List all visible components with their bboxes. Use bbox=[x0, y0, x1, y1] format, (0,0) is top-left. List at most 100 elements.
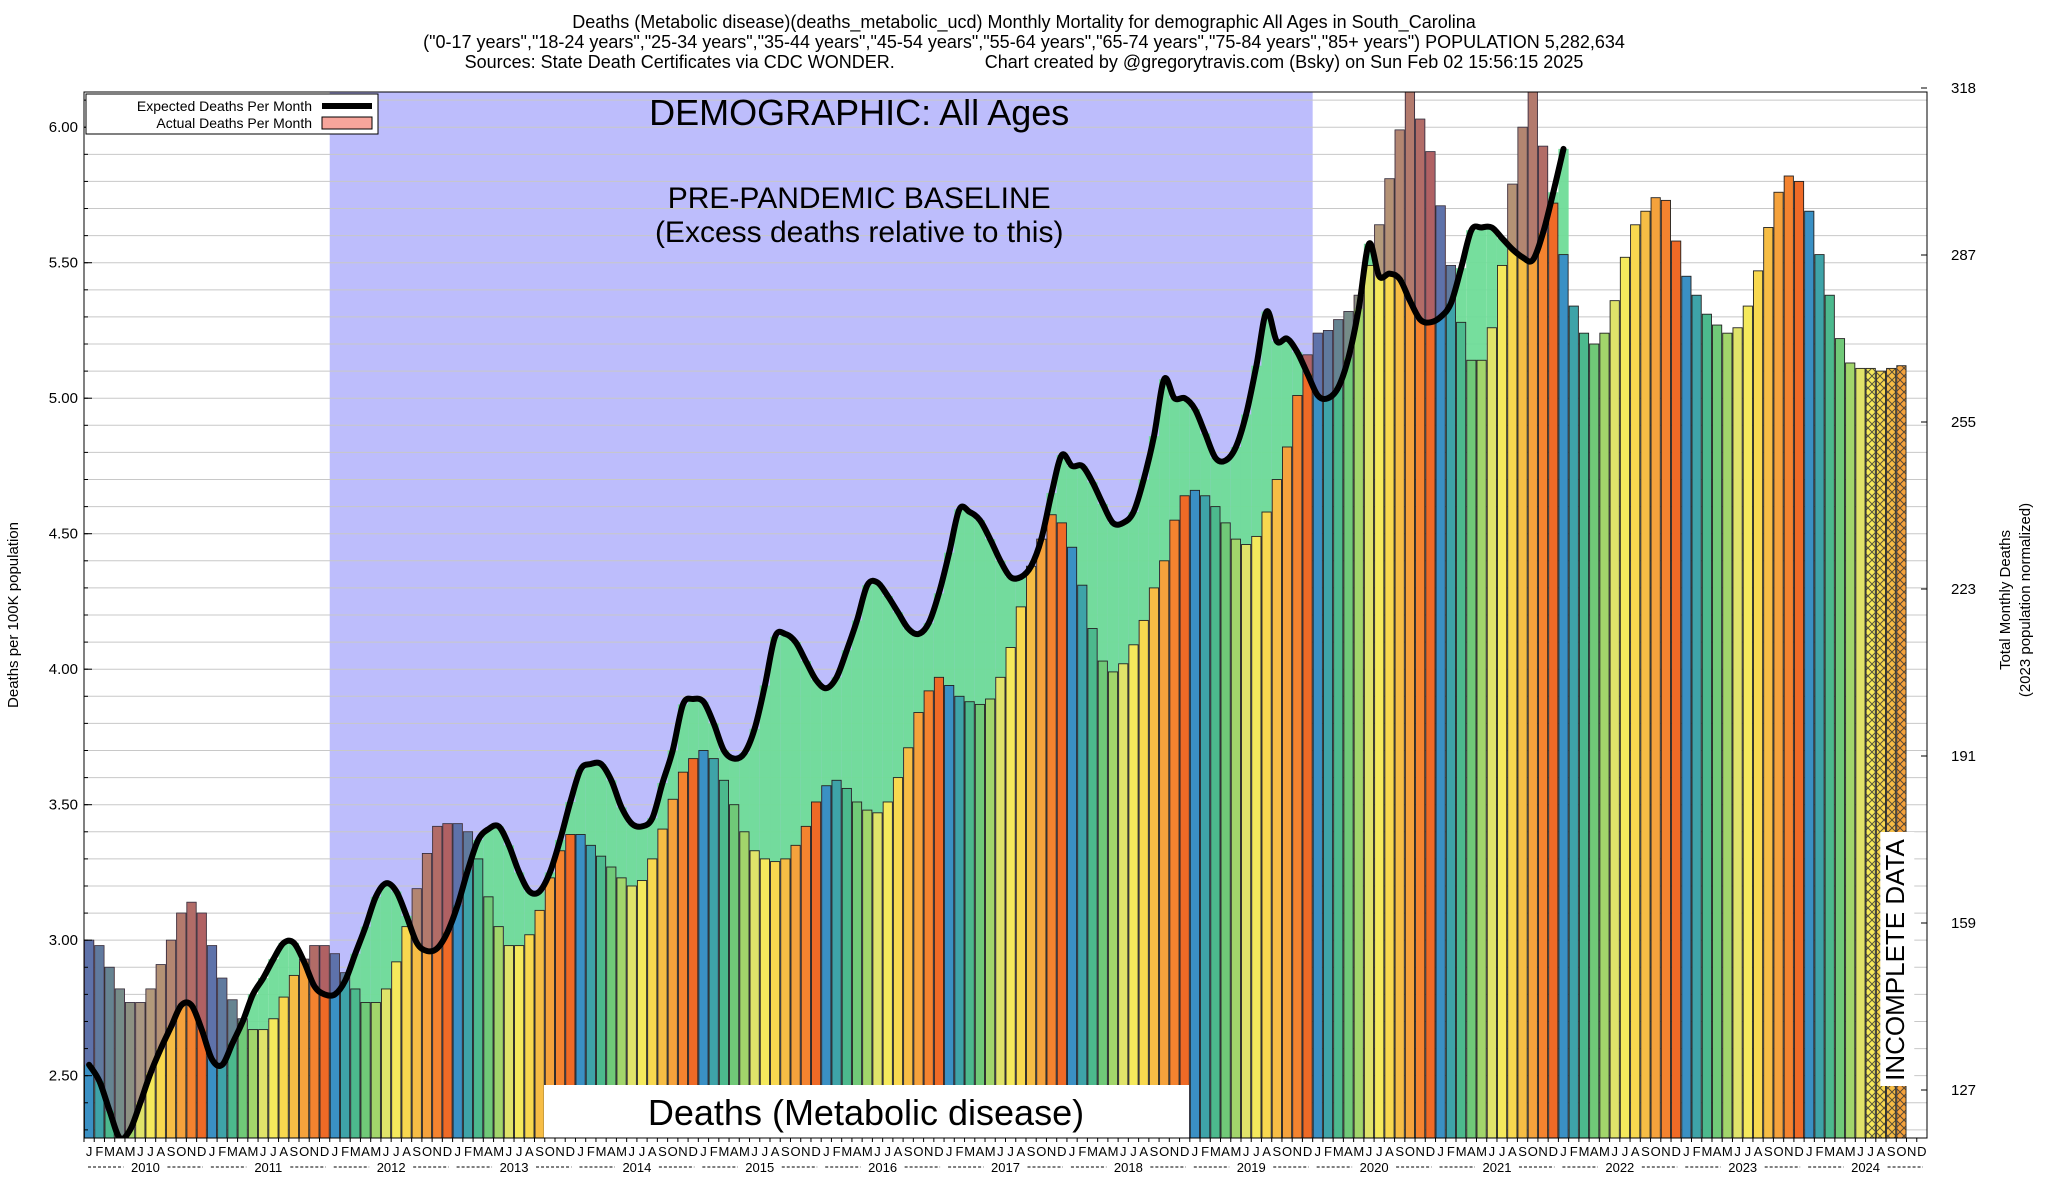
bar bbox=[862, 809, 873, 1138]
deficit-band bbox=[585, 764, 596, 846]
deficit-band bbox=[770, 636, 781, 862]
x-month-label: A bbox=[525, 1144, 534, 1159]
deficit-band bbox=[1128, 512, 1139, 645]
x-month-label: F bbox=[218, 1144, 226, 1159]
bar bbox=[350, 988, 361, 1138]
grid-lines bbox=[84, 99, 1927, 1131]
x-month-label: J bbox=[997, 1144, 1004, 1159]
bar bbox=[288, 974, 299, 1138]
bar bbox=[688, 758, 699, 1138]
bar-excess-tint bbox=[94, 945, 104, 1082]
x-month-label: F bbox=[1324, 1144, 1332, 1159]
x-month-label: S bbox=[1395, 1144, 1404, 1159]
deficit-band bbox=[841, 650, 852, 789]
deficit-band bbox=[892, 612, 904, 778]
deficit-band bbox=[913, 633, 924, 713]
deficit-band bbox=[1179, 398, 1190, 496]
deficit-band bbox=[780, 633, 791, 859]
x-month-label: F bbox=[95, 1144, 103, 1159]
legend-actual-swatch bbox=[321, 116, 373, 130]
x-month-label: N bbox=[1170, 1144, 1179, 1159]
x-month-label: M bbox=[616, 1144, 627, 1159]
x-month-label: A bbox=[853, 1144, 862, 1159]
bar bbox=[1732, 327, 1743, 1138]
bar bbox=[565, 834, 576, 1138]
x-month-label: O bbox=[1282, 1144, 1292, 1159]
deficit-band bbox=[964, 512, 975, 702]
deficit-band bbox=[985, 539, 996, 700]
bar bbox=[1210, 506, 1221, 1138]
bar bbox=[1087, 628, 1098, 1138]
bar bbox=[698, 750, 709, 1138]
bar bbox=[1097, 660, 1108, 1138]
x-year-label: 2021 bbox=[1483, 1160, 1512, 1175]
bar-excess-tint bbox=[1313, 333, 1323, 396]
axes: 2.50 3.00 3.50 4.00 4.50 5.00 5.50 6.00 127 159 19… bbox=[5, 80, 2034, 1175]
y-right-axis-label: Total Monthly Deaths bbox=[1997, 530, 2014, 670]
baseline-sublabel: (Excess deaths relative to this) bbox=[655, 216, 1064, 249]
x-month-label: A bbox=[402, 1144, 411, 1159]
deficit-band bbox=[1456, 268, 1467, 323]
bar bbox=[237, 1018, 248, 1138]
y-tick-label: 4.50 bbox=[49, 526, 78, 543]
y-right-axis-sublabel: (2023 population normalized) bbox=[2017, 503, 2034, 697]
deficit-band bbox=[708, 723, 719, 759]
bar bbox=[954, 695, 965, 1138]
deficit-band bbox=[647, 818, 658, 859]
bar-excess-tint bbox=[1384, 178, 1395, 274]
deficit-band bbox=[667, 750, 678, 800]
bar bbox=[749, 850, 760, 1138]
bar-excess-tint bbox=[1395, 129, 1405, 279]
bar bbox=[1507, 183, 1518, 1138]
deficit-band bbox=[729, 758, 740, 805]
x-month-label: J bbox=[700, 1144, 707, 1159]
x-month-label: M bbox=[1845, 1144, 1856, 1159]
deficit-band bbox=[391, 891, 402, 962]
bar bbox=[1056, 522, 1067, 1138]
x-month-label: S bbox=[904, 1144, 913, 1159]
bar bbox=[514, 945, 525, 1138]
deficit-band bbox=[370, 896, 381, 1003]
deficit-band bbox=[606, 780, 617, 868]
bar-excess-tint bbox=[84, 940, 94, 1065]
deficit-band bbox=[831, 677, 842, 781]
deficit-band bbox=[739, 753, 750, 832]
bar-excess-tint bbox=[1302, 354, 1313, 374]
bar bbox=[964, 701, 975, 1138]
bar bbox=[503, 945, 514, 1138]
y-tick-label: 3.50 bbox=[49, 797, 78, 814]
deficit-band bbox=[1496, 238, 1508, 266]
bar-excess-tint bbox=[442, 823, 453, 933]
x-month-label: J bbox=[270, 1144, 277, 1159]
x-month-label: A bbox=[1508, 1144, 1517, 1159]
x-month-label: M bbox=[1579, 1144, 1590, 1159]
x-year-label: 2017 bbox=[991, 1160, 1020, 1175]
x-month-label: D bbox=[1794, 1144, 1803, 1159]
bar-incomplete-hatch bbox=[1876, 371, 1886, 1138]
bar bbox=[1445, 264, 1456, 1138]
bar bbox=[585, 844, 596, 1138]
x-month-label: M bbox=[227, 1144, 238, 1159]
x-month-label: J bbox=[1683, 1144, 1690, 1159]
x-month-label: J bbox=[946, 1144, 953, 1159]
bar bbox=[1353, 294, 1364, 1138]
x-month-label: O bbox=[545, 1144, 555, 1159]
x-month-label: J bbox=[1745, 1144, 1752, 1159]
x-month-label: F bbox=[1816, 1144, 1824, 1159]
bar bbox=[1650, 197, 1661, 1138]
bar bbox=[1271, 479, 1282, 1138]
bar bbox=[1251, 535, 1262, 1138]
bar bbox=[944, 685, 955, 1138]
x-month-label: J bbox=[1315, 1144, 1322, 1159]
x-month-label: D bbox=[443, 1144, 452, 1159]
x-month-label: O bbox=[913, 1144, 923, 1159]
x-month-label: D bbox=[1549, 1144, 1558, 1159]
bar-excess-tint bbox=[186, 902, 197, 1006]
deficit-band bbox=[288, 942, 300, 976]
y-right-tick-label: 318 bbox=[1951, 80, 1976, 97]
x-month-label: O bbox=[176, 1144, 186, 1159]
bar-excess-tint bbox=[1517, 127, 1528, 258]
deficit-band bbox=[862, 585, 873, 811]
deficit-band bbox=[821, 688, 832, 786]
bar-excess-tint bbox=[1446, 265, 1456, 304]
